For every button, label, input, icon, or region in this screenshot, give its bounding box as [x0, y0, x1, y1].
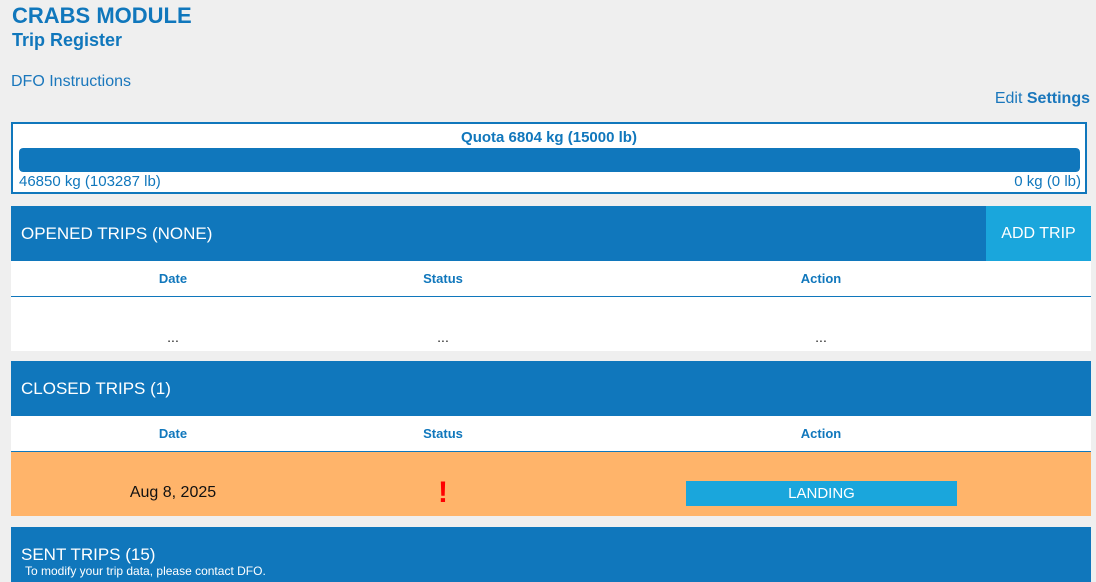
edit-settings-link[interactable]: Edit Settings: [995, 90, 1090, 108]
module-title: CRABS MODULE: [12, 3, 192, 28]
landing-button[interactable]: LANDING: [686, 481, 957, 506]
table-row: Aug 8, 2025 ! LANDING: [11, 452, 1091, 516]
edit-label: Edit: [994, 90, 1023, 107]
table-header: Date Status Action: [11, 416, 1091, 452]
cell-date: ...: [167, 329, 179, 345]
opened-trips-section: OPENED TRIPS (NONE) ADD TRIP Date Status A…: [11, 206, 1091, 351]
quota-remaining: 0 kg (0 lb): [1014, 173, 1081, 190]
quota-progress-bar: [19, 148, 1080, 172]
cell-action: ...: [815, 329, 827, 345]
sent-trips-note: To modify your trip data, please contact…: [25, 564, 266, 578]
col-action: Action: [800, 426, 842, 441]
alert-icon: !: [438, 476, 448, 509]
col-status: Status: [423, 271, 463, 286]
cell-date: Aug 8, 2025: [129, 484, 217, 501]
page-title: Trip Register: [12, 30, 123, 50]
table-row: .........: [11, 297, 1091, 351]
quota-title: Quota 6804 kg (15000 lb): [461, 129, 637, 146]
dfo-instructions-link[interactable]: DFO Instructions: [11, 73, 132, 90]
closed-trips-title: CLOSED TRIPS (1): [21, 379, 171, 398]
settings-label: Settings: [1026, 90, 1090, 107]
col-date: Date: [158, 426, 188, 441]
col-action: Action: [800, 271, 842, 286]
quota-panel: Quota 6804 kg (15000 lb) 46850 kg (10328…: [11, 122, 1087, 194]
closed-trips-section: CLOSED TRIPS (1) Date Status Action Aug 8,…: [11, 361, 1091, 516]
opened-trips-title: OPENED TRIPS (NONE): [21, 224, 213, 243]
sent-trips-title: SENT TRIPS (15): [21, 545, 156, 564]
sent-trips-section[interactable]: SENT TRIPS (15) To modify your trip data…: [11, 527, 1091, 582]
col-status: Status: [423, 426, 463, 441]
quota-progress-fill: [19, 148, 1080, 172]
quota-used: 46850 kg (103287 lb): [19, 173, 161, 190]
col-date: Date: [158, 271, 188, 286]
cell-status: ...: [437, 329, 449, 345]
add-trip-button[interactable]: ADD TRIP: [986, 206, 1091, 261]
table-header: Date Status Action: [11, 261, 1091, 297]
